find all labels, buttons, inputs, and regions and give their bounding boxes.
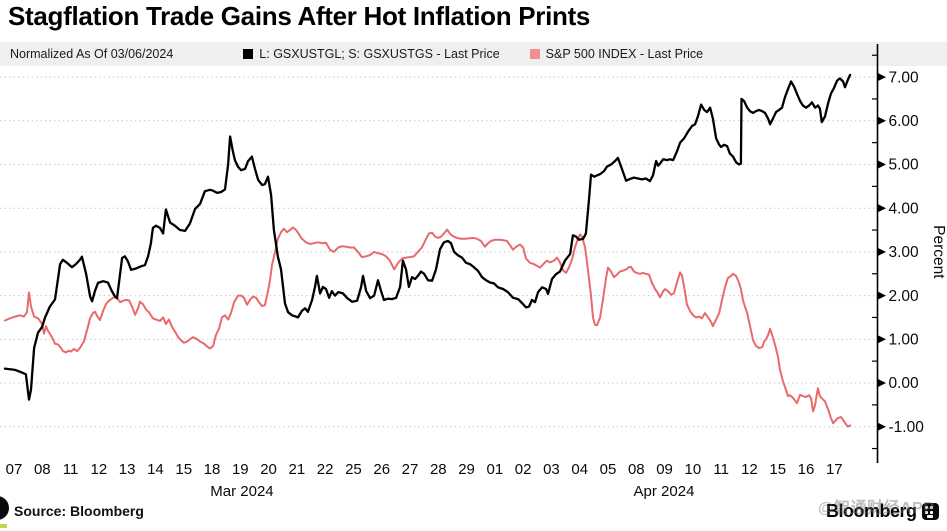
corner-logo-fragment [0, 496, 9, 520]
y-major-tick-icon [877, 247, 886, 257]
x-tick-label: 19 [232, 461, 249, 478]
red-series-line [3, 226, 852, 428]
y-major-tick-icon [877, 116, 886, 125]
y-major-tick-icon [877, 72, 886, 82]
y-major-tick-icon [877, 378, 886, 388]
x-tick-label: 08 [34, 461, 51, 478]
black-series-swatch-icon [243, 49, 254, 59]
x-tick-label: 21 [289, 461, 306, 478]
y-tick-label: 7.00 [889, 69, 920, 86]
x-tick-label: 20 [260, 461, 277, 478]
x-tick-label: 16 [798, 461, 815, 478]
bloomberg-mark-icon [921, 503, 939, 520]
legend-item-label: L: GSXUSTGL; S: GSXUSTGS - Last Price [259, 47, 500, 61]
y-tick-label: 1.00 [889, 332, 920, 349]
y-major-tick-icon [877, 422, 886, 431]
watermark-text: @智通财经APP [818, 500, 935, 517]
y-major-tick-icon [877, 335, 886, 344]
page-title: Stagflation Trade Gains After Hot Inflat… [8, 1, 591, 31]
x-tick-label: 17 [826, 461, 843, 478]
x-tick-label: 14 [147, 461, 164, 478]
x-month-label: Mar 2024 [210, 483, 273, 500]
x-tick-label: 25 [345, 461, 362, 478]
x-tick-label: 08 [628, 461, 645, 478]
x-tick-label: 27 [402, 461, 419, 478]
y-major-tick-icon [877, 204, 886, 213]
x-tick-label: 28 [430, 461, 447, 478]
x-tick-label: 11 [63, 461, 79, 478]
x-tick-label: 26 [373, 461, 390, 478]
x-tick-label: 15 [175, 461, 192, 478]
red-series-swatch-icon [529, 49, 540, 59]
x-tick-label: 22 [317, 461, 334, 478]
x-tick-label: 18 [204, 461, 221, 478]
x-tick-label: 11 [713, 461, 729, 478]
y-tick-label: 5.00 [889, 157, 920, 174]
x-tick-label: 13 [119, 461, 136, 478]
x-month-label: Apr 2024 [634, 483, 695, 500]
x-tick-label: 07 [6, 461, 23, 478]
y-tick-label: 4.00 [889, 200, 920, 217]
y-tick-label: 0.00 [889, 375, 920, 392]
legend-strip: Normalized As Of 03/06/2024 L: GSXUSTGL;… [0, 42, 947, 66]
y-tick-label: 2.00 [889, 288, 920, 305]
legend-note: Normalized As Of 03/06/2024 [10, 47, 174, 61]
x-tick-label: 04 [571, 461, 588, 478]
x-tick-label: 12 [741, 461, 758, 478]
corner-logo-sliver [0, 524, 7, 528]
y-axis-title: Percent [930, 225, 947, 279]
black-series-line [3, 73, 852, 401]
bloomberg-logo-text: Bloomberg [826, 501, 917, 521]
bloomberg-logo: Bloomberg [826, 501, 939, 522]
y-major-tick-icon [877, 291, 886, 300]
x-tick-label: 02 [515, 461, 532, 478]
legend-item-label: S&P 500 INDEX - Last Price [545, 47, 704, 61]
x-tick-label: 29 [458, 461, 475, 478]
y-tick-label: 6.00 [889, 113, 920, 130]
x-tick-label: 15 [769, 461, 786, 478]
legend-item-spx: S&P 500 INDEX - Last Price [529, 47, 704, 61]
source-attribution: Source: Bloomberg [14, 503, 144, 519]
x-tick-label: 03 [543, 461, 560, 478]
x-tick-label: 05 [600, 461, 617, 478]
y-tick-label: -1.00 [889, 419, 925, 436]
x-tick-label: 12 [91, 461, 108, 478]
legend-item-basket: L: GSXUSTGL; S: GSXUSTGS - Last Price [243, 47, 500, 61]
x-tick-label: 09 [656, 461, 673, 478]
x-tick-label: 01 [487, 461, 504, 478]
y-major-tick-icon [877, 160, 886, 169]
x-tick-label: 10 [685, 461, 702, 478]
y-tick-label: 3.00 [889, 244, 920, 261]
